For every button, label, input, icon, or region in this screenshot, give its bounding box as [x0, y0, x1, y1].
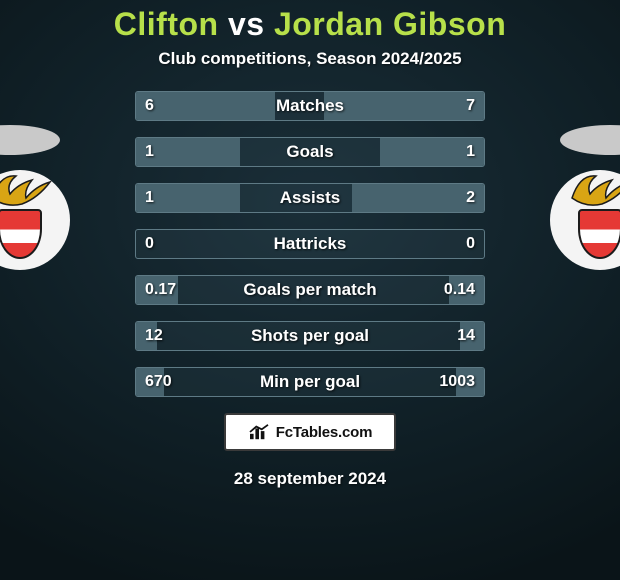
viking-crest-icon	[0, 164, 52, 208]
bar-value-left: 1	[145, 143, 154, 161]
player2-name: Jordan Gibson	[274, 6, 506, 42]
bar-right-fill	[352, 184, 484, 212]
bar-label: Hattricks	[274, 234, 347, 254]
bar-label: Matches	[276, 96, 344, 116]
fctables-logo: FcTables.com	[224, 413, 396, 451]
bar-value-left: 0	[145, 235, 154, 253]
bars-mini-icon	[248, 423, 270, 441]
bar-value-left: 1	[145, 189, 154, 207]
bar-row: 0 0 Hattricks	[135, 229, 485, 259]
bar-value-right: 0	[466, 235, 475, 253]
vs-label: vs	[228, 6, 265, 42]
date-label: 28 september 2024	[0, 469, 620, 489]
bar-value-left: 670	[145, 373, 172, 391]
player1-name: Clifton	[114, 6, 219, 42]
bar-left-fill	[136, 92, 275, 120]
crest-left	[0, 170, 70, 280]
bar-value-left: 12	[145, 327, 163, 345]
bar-row: 6 7 Matches	[135, 91, 485, 121]
crest-disc	[550, 170, 620, 270]
brand-text: FcTables.com	[276, 424, 373, 441]
bar-row: 1 2 Assists	[135, 183, 485, 213]
comparison-bars: 67Matches11Goals12Assists00Hattricks0.17…	[135, 91, 485, 397]
bar-row: 0.17 0.14 Goals per match	[135, 275, 485, 305]
bar-label: Goals	[286, 142, 333, 162]
viking-crest-icon	[568, 164, 620, 208]
bar-row: 1 1 Goals	[135, 137, 485, 167]
bar-value-left: 0.17	[145, 281, 176, 299]
crest-disc	[0, 170, 70, 270]
bar-value-right: 1	[466, 143, 475, 161]
page-title: Clifton vs Jordan Gibson	[0, 0, 620, 43]
bar-row: 12 14 Shots per goal	[135, 321, 485, 351]
bar-value-left: 6	[145, 97, 154, 115]
bar-value-right: 14	[457, 327, 475, 345]
bar-row: 670 1003 Min per goal	[135, 367, 485, 397]
bar-value-right: 0.14	[444, 281, 475, 299]
crest-right	[550, 170, 620, 280]
bar-label: Goals per match	[243, 280, 376, 300]
bar-value-right: 1003	[439, 373, 475, 391]
subtitle: Club competitions, Season 2024/2025	[0, 49, 620, 69]
side-ellipse-right	[560, 125, 620, 155]
bar-label: Shots per goal	[251, 326, 369, 346]
bar-value-right: 2	[466, 189, 475, 207]
bar-value-right: 7	[466, 97, 475, 115]
bar-label: Assists	[280, 188, 340, 208]
side-ellipse-left	[0, 125, 60, 155]
shield-icon	[578, 209, 620, 259]
shield-icon	[0, 209, 42, 259]
bar-right-fill	[324, 92, 484, 120]
bar-label: Min per goal	[260, 372, 360, 392]
